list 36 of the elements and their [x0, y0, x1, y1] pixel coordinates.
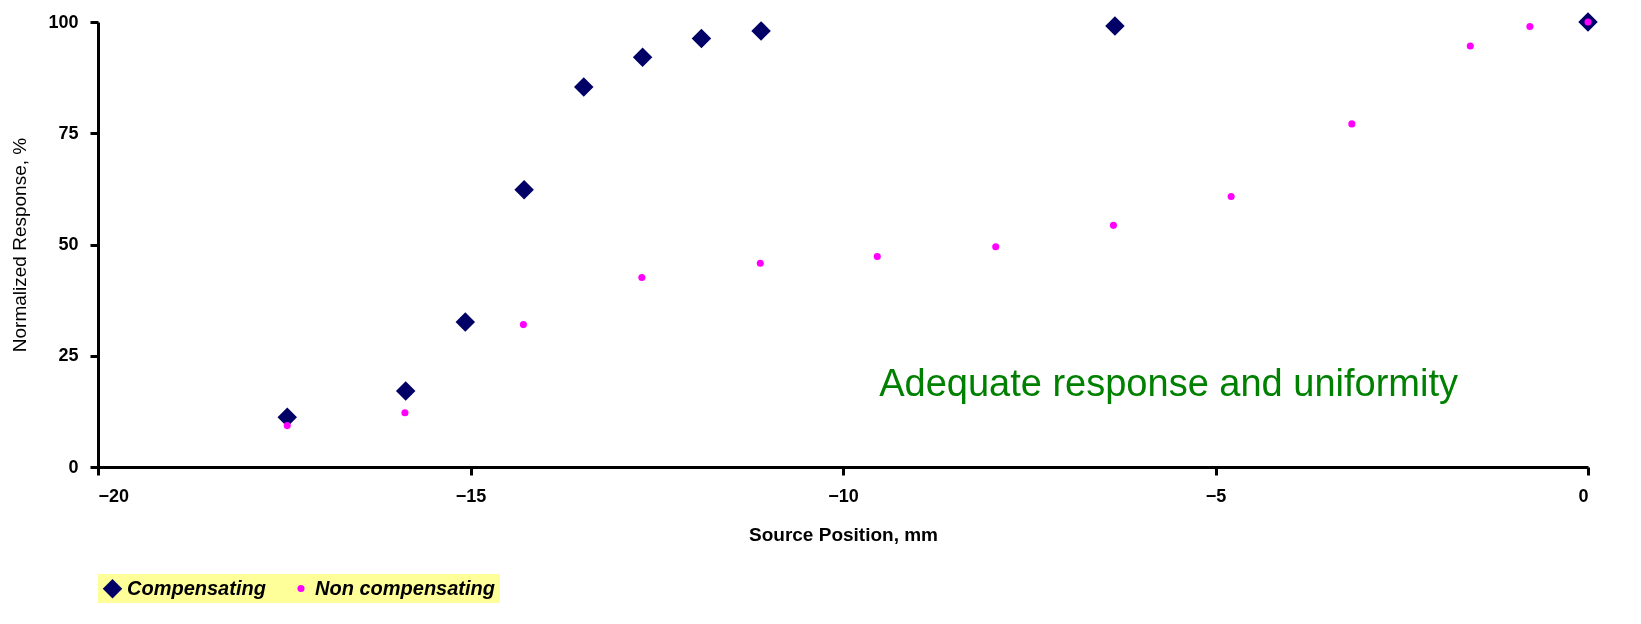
x-tick-label: −15 — [455, 485, 487, 506]
point — [1109, 221, 1117, 229]
point — [573, 77, 594, 97]
x-axis-title: Source Position, mm — [749, 523, 938, 545]
y-tick-label: 0 — [68, 456, 79, 477]
point — [691, 28, 712, 49]
y-tick-label: 75 — [58, 122, 79, 143]
x-tick-label: −5 — [1205, 485, 1227, 506]
point — [1227, 192, 1235, 200]
point — [455, 312, 476, 332]
point — [401, 409, 409, 417]
point — [632, 47, 653, 67]
point — [514, 180, 534, 200]
legend-label: Non compensating — [315, 576, 496, 599]
point — [519, 321, 527, 329]
point — [638, 273, 646, 281]
y-axis-title: Normalized Response, % — [9, 137, 31, 353]
point — [395, 381, 416, 401]
point — [992, 243, 1000, 251]
y-tick-label: 50 — [58, 234, 79, 254]
point — [1105, 16, 1125, 36]
point — [1466, 42, 1474, 50]
legend-label: Compensating — [127, 576, 266, 599]
x-tick-label: 0 — [1578, 485, 1589, 506]
y-tick-label: 25 — [58, 345, 79, 366]
y-tick-label: 100 — [48, 11, 79, 32]
point — [751, 21, 771, 41]
point — [756, 259, 764, 267]
point — [283, 422, 291, 430]
x-tick-label: −10 — [828, 485, 859, 506]
point — [1526, 22, 1534, 30]
point — [873, 252, 881, 261]
point — [277, 407, 297, 427]
point — [1348, 120, 1356, 128]
annotation: Adequate response and uniformity — [879, 362, 1458, 404]
x-tick-label: −20 — [98, 485, 130, 506]
